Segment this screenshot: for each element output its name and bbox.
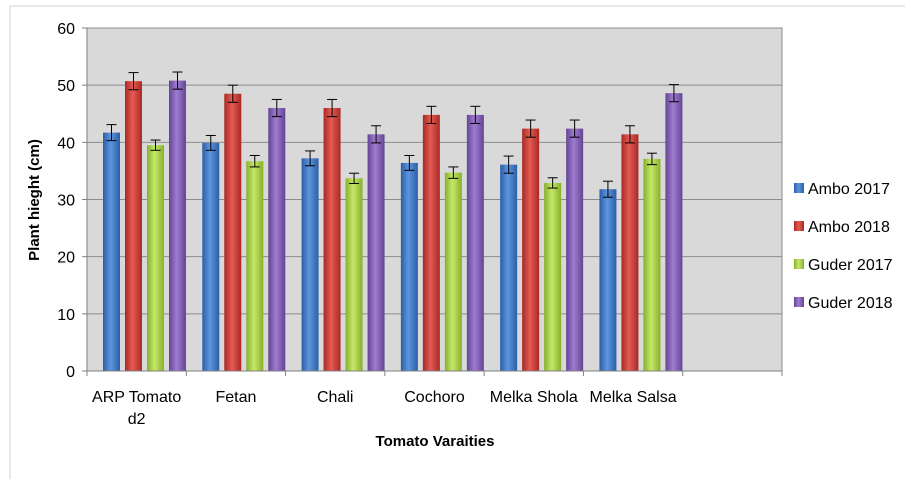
y-tick-label: 60 — [57, 21, 75, 38]
bar — [444, 172, 462, 371]
x-tick-label: Chali — [317, 389, 353, 406]
bar — [544, 182, 562, 371]
bar — [103, 132, 120, 371]
bar — [367, 134, 385, 371]
bar — [522, 128, 540, 371]
bar — [599, 189, 617, 371]
legend-label: Guder 2017 — [808, 257, 893, 274]
y-tick-label: 0 — [66, 364, 75, 381]
bar — [345, 178, 363, 371]
bar — [400, 162, 418, 371]
x-tick-label: Melka Shola — [490, 389, 578, 406]
bar — [643, 158, 661, 371]
bars-group — [103, 80, 683, 372]
error-bars-group — [106, 71, 679, 198]
bar — [202, 142, 220, 371]
bar — [500, 164, 518, 371]
y-tick-label: 10 — [57, 307, 75, 324]
legend-swatch — [794, 259, 804, 269]
x-tick-labels: ARP Tomato d2 Fetan Chali Cochoro Melka Shola… — [86, 371, 783, 428]
legend-swatch — [794, 221, 804, 231]
bar — [246, 161, 264, 371]
x-tick-label: ARP Tomato — [92, 389, 181, 406]
bar — [566, 128, 584, 371]
bar — [466, 114, 484, 371]
legend-swatch — [794, 183, 804, 193]
x-tick-label: Fetan — [215, 389, 256, 406]
y-tick-labels: 0 10 20 30 40 50 60 — [57, 21, 87, 381]
y-tick-label: 30 — [57, 193, 75, 210]
y-tick-label: 20 — [57, 250, 75, 267]
legend-swatch — [794, 297, 804, 307]
x-tick-label: d2 — [128, 411, 146, 428]
x-tick-label: Melka Salsa — [589, 389, 676, 406]
bar — [621, 134, 639, 371]
bar — [224, 93, 242, 371]
y-tick-label: 40 — [57, 135, 75, 152]
bar — [301, 158, 319, 371]
bar — [125, 81, 142, 371]
bar — [422, 114, 440, 371]
bar — [665, 93, 683, 372]
x-axis-label: Tomato Varaities — [376, 433, 495, 450]
legend-label: Ambo 2017 — [808, 181, 890, 198]
x-tick-label: Cochoro — [404, 389, 465, 406]
y-tick-label: 50 — [57, 78, 75, 95]
legend-label: Ambo 2018 — [808, 219, 890, 236]
bar — [169, 80, 186, 372]
y-axis-label: Plant hieght (cm) — [26, 139, 43, 261]
legend-label: Guder 2018 — [808, 295, 893, 312]
bar — [323, 108, 341, 372]
bar — [268, 108, 286, 372]
legend: Ambo 2017 Ambo 2018 Guder 2017 Guder 2018 — [794, 181, 893, 312]
bar — [147, 145, 164, 371]
